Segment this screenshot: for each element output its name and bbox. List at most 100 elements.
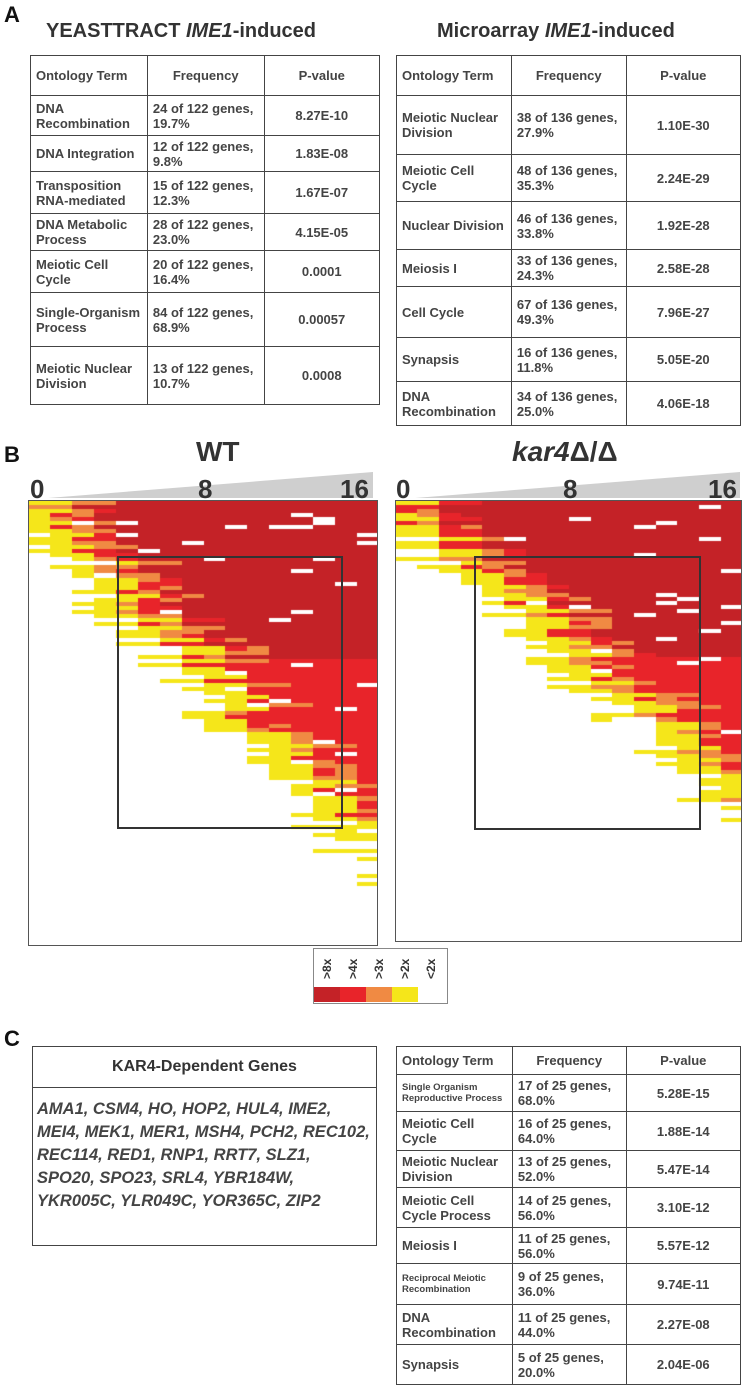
legend-label: >4x <box>346 958 360 979</box>
table-row: Meiotic Cell Cycle Process 14 of 25 genes… <box>396 1187 742 1228</box>
fold-change-legend: >8x >4x >3x >2x <2x <box>313 948 448 1004</box>
legend-label: >8x <box>320 958 334 979</box>
table-row: Meiotic Nuclear Division 13 of 122 genes,… <box>30 346 380 405</box>
p-value-cell: 8.27E-10 <box>263 95 380 136</box>
table-title-microarray: Microarray IME1-induced <box>437 20 675 42</box>
frequency-cell: 13 of 122 genes, 10.7% <box>146 346 265 405</box>
p-value-cell: 0.0008 <box>263 346 380 405</box>
kar4-dependent-genes-box: KAR4-Dependent Genes AMA1, CSM4, HO, HOP… <box>32 1046 377 1246</box>
frequency-cell: 13 of 25 genes, 52.0% <box>511 1150 627 1188</box>
table-row: Meiotic Nuclear Division 38 of 136 genes,… <box>396 95 742 155</box>
table-row: Meiosis I 11 of 25 genes, 56.0% 5.57E-12 <box>396 1227 742 1264</box>
p-value-cell: 1.67E-07 <box>263 171 380 214</box>
ontology-term-cell: Meiotic Cell Cycle Process <box>396 1187 513 1228</box>
col-header: Frequency <box>510 55 627 96</box>
ontology-term-cell: Meiotic Nuclear Division <box>30 346 148 405</box>
p-value-cell: 5.57E-12 <box>625 1227 742 1264</box>
frequency-cell: 67 of 136 genes, 49.3% <box>510 286 627 338</box>
col-header: Ontology Term <box>396 55 512 96</box>
table-row: Meiotic Cell Cycle 20 of 122 genes, 16.4%… <box>30 250 380 293</box>
col-header: Ontology Term <box>396 1046 513 1075</box>
ontology-term-cell: Nuclear Division <box>396 201 512 250</box>
col-header: Frequency <box>511 1046 627 1075</box>
kar4-ontology-table: Ontology Term Frequency P-value Single Org… <box>396 1046 742 1385</box>
ontology-term-cell: Meiosis I <box>396 1227 513 1264</box>
legend-swatch-8x <box>314 987 340 1002</box>
yeasttract-ontology-table: Ontology Term Frequency P-value DNA Recomb… <box>30 55 380 405</box>
frequency-cell: 33 of 136 genes, 24.3% <box>510 249 627 287</box>
table-row: DNA Recombination 34 of 136 genes, 25.0% 4… <box>396 381 742 426</box>
frequency-cell: 34 of 136 genes, 25.0% <box>510 381 627 426</box>
table-row: Synapsis 5 of 25 genes, 20.0% 2.04E-06 <box>396 1344 742 1385</box>
legend-swatch-below-2x <box>418 987 444 1002</box>
p-value-cell: 2.58E-28 <box>625 249 742 287</box>
table-row: Cell Cycle 67 of 136 genes, 49.3% 7.96E-27 <box>396 286 742 338</box>
ontology-term-cell: Meiotic Nuclear Division <box>396 1150 513 1188</box>
ontology-term-cell: Single-Organism Process <box>30 292 148 347</box>
legend-swatch-3x <box>366 987 392 1002</box>
p-value-cell: 4.15E-05 <box>263 213 380 251</box>
ontology-term-cell: Meiotic Nuclear Division <box>396 95 512 155</box>
frequency-cell: 15 of 122 genes, 12.3% <box>146 171 265 214</box>
col-header: Ontology Term <box>30 55 148 96</box>
ontology-term-cell: Meiotic Cell Cycle <box>396 1111 513 1151</box>
table-row: Meiotic Cell Cycle 16 of 25 genes, 64.0% 1… <box>396 1111 742 1151</box>
p-value-cell: 7.96E-27 <box>625 286 742 338</box>
table-row: Single-Organism Process 84 of 122 genes, … <box>30 292 380 347</box>
col-header: P-value <box>263 55 380 96</box>
frequency-cell: 17 of 25 genes, 68.0% <box>511 1074 627 1112</box>
heatmap-kar4 <box>395 500 742 942</box>
table-row: Synapsis 16 of 136 genes, 11.8% 5.05E-20 <box>396 337 742 382</box>
ontology-term-cell: DNA Integration <box>30 135 148 172</box>
table-row: DNA Metabolic Process 28 of 122 genes, 23… <box>30 213 380 251</box>
ontology-term-cell: Single Organism Reproductive Process <box>396 1074 513 1112</box>
frequency-cell: 5 of 25 genes, 20.0% <box>511 1344 627 1385</box>
p-value-cell: 1.92E-28 <box>625 201 742 250</box>
heatmap-wt <box>28 500 378 946</box>
time-tick-0: 0 <box>396 474 411 504</box>
time-ramp-wt <box>48 472 373 498</box>
legend-label: >2x <box>398 958 412 979</box>
frequency-cell: 16 of 25 genes, 64.0% <box>511 1111 627 1151</box>
frequency-cell: 11 of 25 genes, 44.0% <box>511 1304 627 1345</box>
frequency-cell: 16 of 136 genes, 11.8% <box>510 337 627 382</box>
ontology-term-cell: DNA Recombination <box>30 95 148 136</box>
frequency-cell: 20 of 122 genes, 16.4% <box>146 250 265 293</box>
ontology-term-cell: Meiotic Cell Cycle <box>396 154 512 202</box>
frequency-cell: 46 of 136 genes, 33.8% <box>510 201 627 250</box>
ontology-term-cell: DNA Recombination <box>396 381 512 426</box>
time-tick-8: 8 <box>563 474 578 504</box>
p-value-cell: 9.74E-11 <box>625 1263 742 1305</box>
frequency-cell: 12 of 122 genes, 9.8% <box>146 135 265 172</box>
panel-label-b: B <box>4 442 20 467</box>
table-row: Meiosis I 33 of 136 genes, 24.3% 2.58E-28 <box>396 249 742 287</box>
p-value-cell: 4.06E-18 <box>625 381 742 426</box>
col-header: P-value <box>625 1046 742 1075</box>
p-value-cell: 1.10E-30 <box>625 95 742 155</box>
heatmap-title-wt: WT <box>196 436 240 467</box>
p-value-cell: 5.28E-15 <box>625 1074 742 1112</box>
table-row: DNA Recombination 11 of 25 genes, 44.0% 2.… <box>396 1304 742 1345</box>
microarray-ontology-table: Ontology Term Frequency P-value Meiotic Nu… <box>396 55 742 426</box>
ontology-term-cell: Cell Cycle <box>396 286 512 338</box>
frequency-cell: 48 of 136 genes, 35.3% <box>510 154 627 202</box>
p-value-cell: 3.10E-12 <box>625 1187 742 1228</box>
table-title-yeasttract: YEASTTRACT IME1-induced <box>46 20 317 42</box>
gene-box-title: KAR4-Dependent Genes <box>33 1047 376 1088</box>
col-header: Frequency <box>146 55 265 96</box>
col-header: P-value <box>625 55 742 96</box>
table-row: Transposition RNA-mediated 15 of 122 gene… <box>30 171 380 214</box>
time-tick-16: 16 <box>340 474 369 504</box>
p-value-cell: 5.47E-14 <box>625 1150 742 1188</box>
p-value-cell: 0.00057 <box>263 292 380 347</box>
p-value-cell: 2.27E-08 <box>625 1304 742 1345</box>
p-value-cell: 2.24E-29 <box>625 154 742 202</box>
table-row: Meiotic Cell Cycle 48 of 136 genes, 35.3%… <box>396 154 742 202</box>
p-value-cell: 1.88E-14 <box>625 1111 742 1151</box>
p-value-cell: 1.83E-08 <box>263 135 380 172</box>
ontology-term-cell: Reciprocal Meiotic Recombination <box>396 1263 513 1305</box>
ontology-term-cell: Synapsis <box>396 1344 513 1385</box>
ontology-term-cell: DNA Recombination <box>396 1304 513 1345</box>
table-row: Meiotic Nuclear Division 13 of 25 genes, … <box>396 1150 742 1188</box>
frequency-cell: 14 of 25 genes, 56.0% <box>511 1187 627 1228</box>
